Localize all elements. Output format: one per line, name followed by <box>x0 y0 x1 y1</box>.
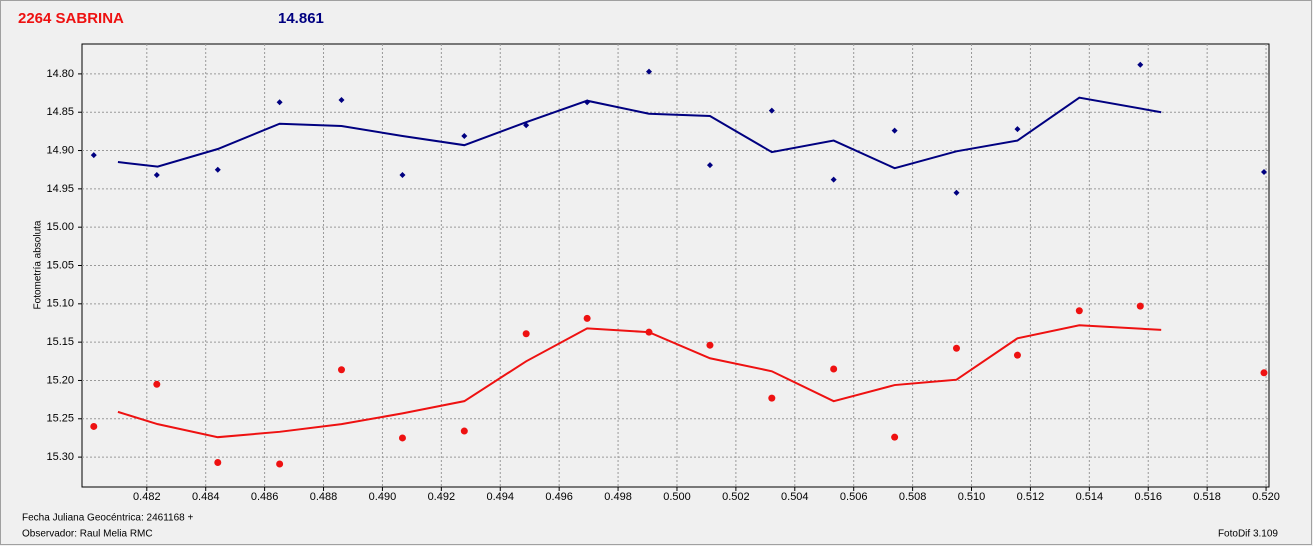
data-point <box>891 433 899 441</box>
x-tick-label: 0.484 <box>192 491 220 503</box>
observer: Observador: Raul Melia RMC <box>22 529 153 540</box>
x-tick-label: 0.482 <box>133 491 161 503</box>
x-tick-label: 0.486 <box>251 491 279 503</box>
data-point <box>1075 307 1083 315</box>
data-point <box>1014 126 1021 133</box>
x-tick-label: 0.488 <box>310 491 338 503</box>
data-point <box>768 394 776 402</box>
data-point <box>214 166 221 173</box>
data-point <box>337 366 345 374</box>
y-tick-label: 15.30 <box>46 451 74 463</box>
data-point <box>460 427 468 435</box>
data-point <box>706 341 714 349</box>
data-point <box>891 127 898 134</box>
x-tick-label: 0.514 <box>1076 491 1104 503</box>
data-point <box>706 162 713 169</box>
x-tick-label: 0.510 <box>958 491 986 503</box>
x-axis-label: Fecha Juliana Geocéntrica: 2461168 + <box>22 513 193 524</box>
data-point <box>953 189 960 196</box>
data-point <box>583 314 591 322</box>
data-point <box>276 460 284 468</box>
data-point <box>153 172 160 179</box>
data-point <box>90 422 98 430</box>
data-point <box>830 176 837 183</box>
x-tick-label: 0.518 <box>1193 491 1221 503</box>
data-point <box>399 172 406 179</box>
x-tick-label: 0.516 <box>1134 491 1162 503</box>
data-point <box>1260 168 1267 175</box>
data-point <box>461 132 468 139</box>
x-tick-label: 0.490 <box>369 491 397 503</box>
data-point <box>338 96 345 103</box>
chart-title: 2264 SABRINA <box>18 10 124 27</box>
magnitude: 14.861 <box>278 10 324 27</box>
y-axis-label: Fotometría absoluta <box>33 220 44 309</box>
y-tick-label: 15.00 <box>46 221 74 233</box>
y-tick-label: 14.80 <box>46 68 74 80</box>
x-tick-label: 0.500 <box>663 491 691 503</box>
trend-line <box>117 324 1162 439</box>
data-point <box>952 344 960 352</box>
y-tick-label: 15.15 <box>46 336 74 348</box>
data-point <box>830 365 838 373</box>
x-tick-label: 0.498 <box>604 491 632 503</box>
x-tick-label: 0.520 <box>1252 491 1280 503</box>
data-point <box>90 152 97 159</box>
y-tick-label: 15.05 <box>46 259 74 271</box>
y-tick-label: 15.25 <box>46 413 74 425</box>
x-tick-label: 0.494 <box>486 491 514 503</box>
data-point <box>398 434 406 442</box>
data-point <box>1137 61 1144 68</box>
data-point <box>1260 369 1268 377</box>
data-point <box>1136 302 1144 310</box>
x-tick-label: 0.506 <box>840 491 868 503</box>
x-tick-label: 0.512 <box>1017 491 1045 503</box>
y-tick-label: 14.95 <box>46 183 74 195</box>
y-tick-label: 14.85 <box>46 106 74 118</box>
data-point <box>276 99 283 106</box>
data-point <box>153 380 161 388</box>
x-tick-label: 0.504 <box>781 491 809 503</box>
data-point <box>768 107 775 114</box>
trend-line <box>117 96 1162 170</box>
data-point <box>1013 351 1021 359</box>
y-tick-label: 14.90 <box>46 144 74 156</box>
x-tick-label: 0.502 <box>722 491 750 503</box>
data-point <box>214 458 222 466</box>
x-tick-label: 0.508 <box>899 491 927 503</box>
y-tick-label: 15.20 <box>46 374 74 386</box>
data-point <box>645 68 652 75</box>
data-point <box>522 330 530 338</box>
y-tick-label: 15.10 <box>46 298 74 310</box>
software: FotoDif 3.109 <box>1218 529 1278 540</box>
x-tick-label: 0.496 <box>545 491 573 503</box>
x-tick-label: 0.492 <box>428 491 456 503</box>
